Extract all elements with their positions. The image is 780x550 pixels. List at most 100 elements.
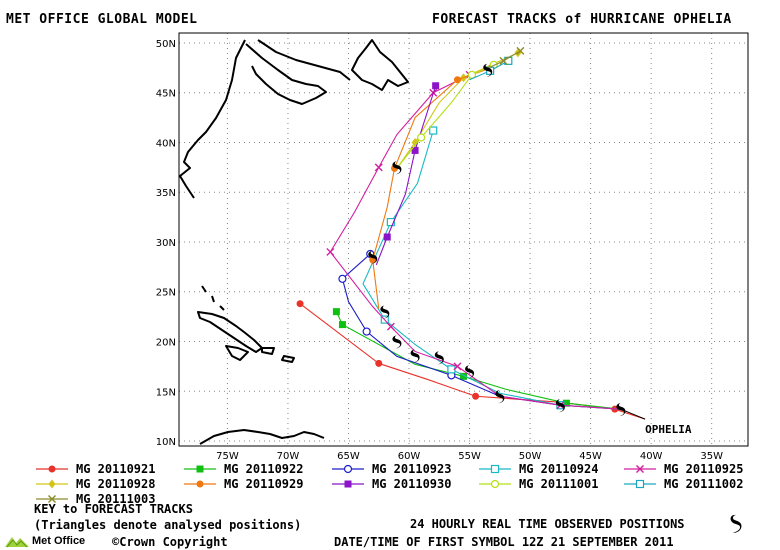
x-tick-label: 75W xyxy=(216,451,239,460)
x-tick-label: 65W xyxy=(337,451,360,460)
forecast-track-line xyxy=(329,74,621,410)
legend-marker xyxy=(490,479,500,489)
legend-marker xyxy=(196,480,204,488)
legend-item: MG 20111001 xyxy=(477,477,598,491)
legend-swatch xyxy=(332,480,364,488)
coastline-nova-scotia xyxy=(245,43,327,105)
y-tick-label: 35N xyxy=(156,188,176,199)
track-point-marker xyxy=(472,392,480,400)
track-point-marker xyxy=(374,163,383,172)
datetime-note: DATE/TIME OF FIRST SYMBOL 12Z 21 SEPTEMB… xyxy=(334,535,674,549)
legend-item: MG 20111002 xyxy=(622,477,743,491)
header-left-title: MET OFFICE GLOBAL MODEL xyxy=(6,12,198,27)
legend-item: MG 20110928 xyxy=(34,477,155,491)
legend-label: MG 20111002 xyxy=(664,477,744,491)
legend-item: MG 20110921 xyxy=(34,462,155,476)
legend-label: MG 20110924 xyxy=(519,462,599,476)
track-point-marker xyxy=(386,217,395,227)
met-office-logo-icon xyxy=(5,537,29,548)
x-tick-label: 60W xyxy=(398,451,421,460)
x-tick-label: 70W xyxy=(277,451,300,460)
legend-marker xyxy=(635,479,645,489)
legend-marker xyxy=(196,465,204,473)
track-point-marker xyxy=(386,322,395,331)
y-tick-label: 45N xyxy=(156,89,176,100)
track-point-marker xyxy=(332,308,340,316)
coastline-puerto-rico xyxy=(281,355,295,363)
legend-key-note: (Triangles denote analysed positions) xyxy=(34,518,302,532)
observed-position-symbol xyxy=(555,399,565,413)
legend-swatch xyxy=(36,479,68,489)
legend-swatch xyxy=(624,465,656,473)
legend-item: MG 20110925 xyxy=(622,462,743,476)
copyright-text: ©Crown Copyright xyxy=(112,535,228,549)
hurricane-symbol-icon xyxy=(730,514,742,533)
forecast-tracks xyxy=(296,46,646,420)
track-point-marker xyxy=(453,362,462,371)
coastline-hispaniola xyxy=(225,345,249,361)
observed-position-symbol xyxy=(392,161,402,175)
track-point-marker xyxy=(429,126,438,135)
y-tick-label: 15N xyxy=(156,387,176,398)
track-point-marker xyxy=(362,327,371,336)
observed-position-symbol xyxy=(616,403,626,417)
observed-position-symbol xyxy=(392,335,402,349)
track-point-marker xyxy=(338,321,346,329)
legend-swatch xyxy=(332,464,364,474)
legend-label: MG 20110921 xyxy=(76,462,156,476)
observed-position-symbol xyxy=(495,390,505,404)
legend-label: MG 20110929 xyxy=(224,477,304,491)
coastline-jamaica xyxy=(261,347,275,355)
legend-label: MG 20111001 xyxy=(519,477,599,491)
legend-swatch xyxy=(479,464,511,474)
observed-positions-note: 24 HOURLY REAL TIME OBSERVED POSITIONS xyxy=(410,517,685,531)
legend-swatch xyxy=(36,465,68,473)
legend-marker xyxy=(490,464,500,474)
forecast-track-line xyxy=(396,64,494,169)
legend-marker xyxy=(48,465,56,473)
track-point-marker xyxy=(417,133,426,142)
legend-item: MG 20111003 xyxy=(34,492,155,506)
y-tick-label: 10N xyxy=(156,437,176,448)
observed-positions xyxy=(368,63,626,417)
y-tick-label: 20N xyxy=(156,338,176,349)
coastline-south-america xyxy=(199,429,325,445)
legend-item: MG 20110924 xyxy=(477,462,598,476)
legend-item: MG 20110929 xyxy=(182,477,303,491)
legend-label: MG 20110923 xyxy=(372,462,452,476)
observed-position-symbol xyxy=(434,351,444,365)
observed-position-symbol xyxy=(380,305,390,319)
y-tick-label: 40N xyxy=(156,138,176,149)
legend-swatch xyxy=(36,495,68,503)
y-tick-label: 30N xyxy=(156,238,176,249)
legend-key-title: KEY to FORECAST TRACKS xyxy=(34,502,193,516)
legend-marker xyxy=(636,465,644,473)
track-point-marker xyxy=(516,46,525,55)
legend-swatch xyxy=(184,480,216,488)
x-tick-label: 55W xyxy=(458,451,481,460)
legend-marker xyxy=(48,495,56,503)
track-point-marker xyxy=(460,372,467,380)
coastline-cuba xyxy=(197,311,263,353)
y-tick-label: 25N xyxy=(156,288,176,299)
observed-position-symbol xyxy=(483,63,493,77)
track-point-marker xyxy=(383,233,391,241)
forecast-track-line xyxy=(362,130,621,410)
legend-label: MG 20110928 xyxy=(76,477,156,491)
map-grid xyxy=(179,33,748,446)
met-office-logo: Met Office xyxy=(4,534,85,548)
legend-swatch xyxy=(624,479,656,489)
forecast-track-line xyxy=(299,303,646,420)
track-point-marker xyxy=(296,300,304,308)
coastline-north-america xyxy=(179,39,246,199)
legend-swatch xyxy=(184,465,216,473)
legend-label: MG 20111003 xyxy=(76,492,156,506)
track-point-marker xyxy=(432,82,440,90)
track-point-marker xyxy=(504,56,513,65)
legend-marker xyxy=(344,480,352,488)
forecast-track-line xyxy=(375,85,437,266)
legend-item: MG 20110922 xyxy=(182,462,303,476)
track-point-marker xyxy=(411,146,419,154)
storm-label: OPHELIA xyxy=(645,423,692,436)
coastlines xyxy=(179,39,409,445)
